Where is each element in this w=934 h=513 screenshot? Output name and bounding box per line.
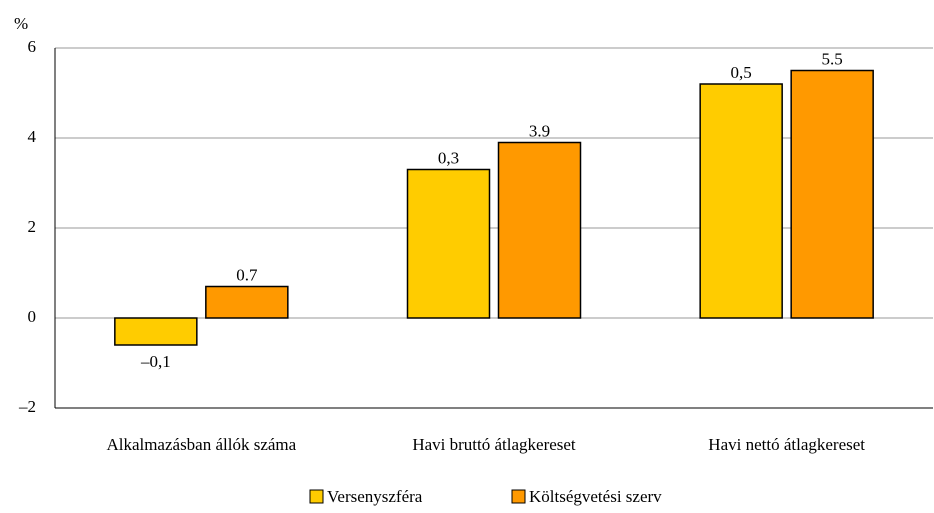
legend-label: Versenyszféra	[327, 487, 423, 506]
y-tick-label: 4	[28, 127, 37, 146]
x-tick-label: Havi bruttó átlagkereset	[412, 435, 576, 454]
legend-label: Költségvetési szerv	[529, 487, 662, 506]
y-tick-label: 6	[28, 37, 37, 56]
data-label: 3.9	[529, 121, 550, 140]
y-axis-label: %	[14, 14, 28, 33]
data-label: 0,3	[438, 148, 459, 167]
bar	[790, 69, 874, 319]
data-label: –0,1	[140, 352, 171, 371]
bar	[699, 83, 783, 319]
data-label: 0,5	[731, 63, 752, 82]
y-tick-label: –2	[18, 397, 36, 416]
x-tick-label: Havi nettó átlagkereset	[708, 435, 865, 454]
data-label: 0.7	[236, 265, 258, 284]
bar	[406, 168, 491, 319]
y-tick-label: 0	[28, 307, 37, 326]
x-tick-label: Alkalmazásban állók száma	[106, 435, 296, 454]
bar	[497, 141, 582, 319]
y-tick-label: 2	[28, 217, 37, 236]
data-label: 5.5	[822, 49, 843, 68]
bar	[114, 317, 198, 346]
bar	[205, 285, 289, 319]
legend-swatch	[511, 489, 526, 504]
legend-swatch	[309, 489, 324, 504]
